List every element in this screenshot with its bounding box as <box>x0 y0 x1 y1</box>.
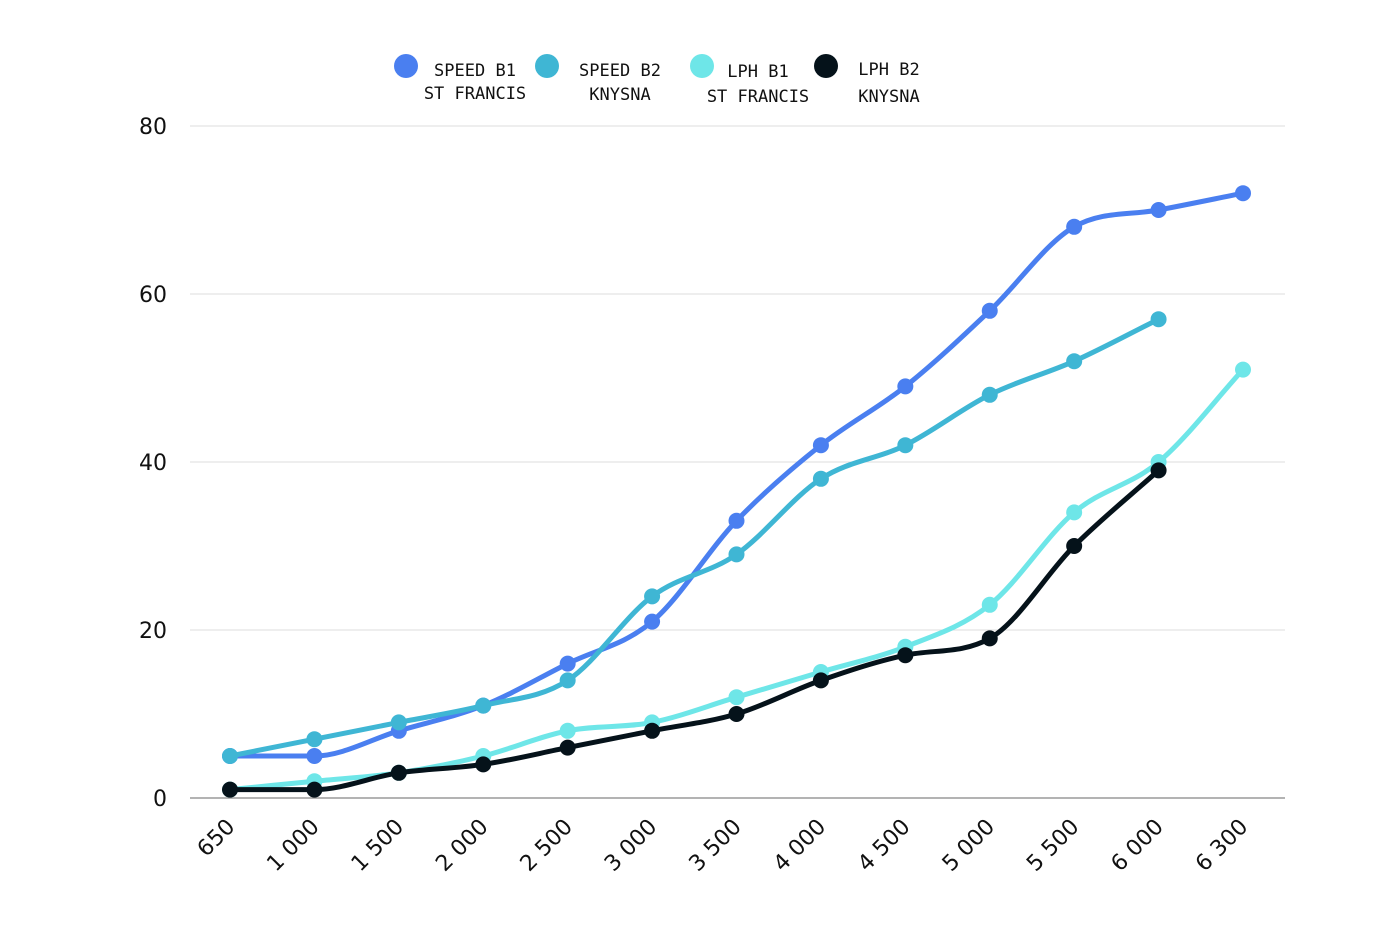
y-tick-label: 40 <box>139 451 167 476</box>
x-tick-label: 2 500 <box>516 815 578 877</box>
grid-lines <box>190 125 1285 799</box>
legend-label-line1: SPEED B2 <box>579 61 661 81</box>
legend-label-line1: LPH B2 <box>858 60 919 80</box>
legend-swatch <box>535 54 559 78</box>
legend-item: SPEED B2 KNYSNA <box>535 54 661 105</box>
data-point <box>728 546 745 563</box>
data-point <box>644 613 661 630</box>
data-point <box>897 647 914 664</box>
data-point <box>981 386 998 403</box>
data-point <box>812 470 829 487</box>
data-point <box>1150 202 1167 218</box>
y-tick-label: 20 <box>139 619 167 644</box>
data-point <box>559 739 576 756</box>
data-point <box>897 437 914 454</box>
data-point <box>306 731 323 748</box>
legend-label-line2: ST FRANCIS <box>424 84 526 104</box>
data-point <box>981 302 998 319</box>
series-4 <box>222 462 1167 798</box>
data-point <box>559 655 576 672</box>
data-point <box>390 714 407 731</box>
x-tick-label: 3 500 <box>685 815 747 877</box>
legend-label-line2: ST FRANCIS <box>707 87 809 107</box>
data-point <box>559 672 576 689</box>
data-point <box>644 588 661 605</box>
y-tick-label: 80 <box>139 115 167 140</box>
data-point <box>644 722 661 739</box>
data-point <box>1150 311 1167 328</box>
x-tick-label: 650 <box>193 815 240 862</box>
x-tick-label: 6 000 <box>1107 815 1169 877</box>
series-2 <box>222 311 1167 764</box>
data-point <box>475 697 492 714</box>
x-tick-label: 3 000 <box>600 815 662 877</box>
data-point <box>812 672 829 689</box>
x-tick-label: 5 500 <box>1022 815 1084 877</box>
data-point <box>1235 185 1251 202</box>
legend-item: LPH B2 KNYSNA <box>814 54 920 107</box>
legend: SPEED B1 ST FRANCIS SPEED B2 KNYSNA LPH B1 ST… <box>394 54 920 107</box>
data-point <box>1066 538 1083 554</box>
series-lines <box>222 185 1251 798</box>
data-point <box>222 781 238 798</box>
x-tick-label: 6 300 <box>1191 815 1253 877</box>
axes: 0 20 40 60 80 650 1 000 1 500 2 000 2 500 3 000 3 5… <box>139 115 1253 877</box>
x-tick-label: 4 000 <box>769 815 831 877</box>
data-point <box>981 596 998 613</box>
data-point <box>306 748 323 764</box>
data-point <box>981 630 998 647</box>
legend-swatch <box>690 54 714 78</box>
data-point <box>1150 462 1167 479</box>
data-point <box>390 764 407 781</box>
data-point <box>728 706 745 722</box>
x-tick-label: 2 000 <box>431 815 493 877</box>
data-point <box>1066 218 1083 235</box>
data-point <box>1066 353 1083 370</box>
legend-swatch <box>394 54 418 78</box>
y-tick-label: 60 <box>139 283 167 308</box>
legend-label-line2: KNYSNA <box>589 85 650 105</box>
series-line <box>227 316 1162 759</box>
data-point <box>1235 361 1251 378</box>
x-tick-label: 1 500 <box>347 815 409 877</box>
legend-label-line1: SPEED B1 <box>434 61 516 81</box>
data-point <box>222 748 238 764</box>
legend-label-line2: KNYSNA <box>858 87 919 107</box>
data-point <box>1066 504 1083 521</box>
data-point <box>475 756 492 773</box>
data-point <box>559 722 576 739</box>
data-point <box>728 689 745 706</box>
data-point <box>897 378 914 395</box>
legend-swatch <box>814 54 838 78</box>
legend-item: LPH B1 ST FRANCIS <box>690 54 809 107</box>
x-tick-label: 5 000 <box>938 815 1000 877</box>
legend-item: SPEED B1 ST FRANCIS <box>394 54 526 104</box>
legend-label-line1: LPH B1 <box>727 62 788 82</box>
y-tick-label: 0 <box>153 787 167 812</box>
data-point <box>306 781 323 798</box>
series-3 <box>222 361 1251 798</box>
data-point <box>812 437 829 454</box>
series-1 <box>222 185 1251 764</box>
x-tick-label: 4 500 <box>853 815 915 877</box>
data-point <box>728 512 745 529</box>
x-tick-label: 1 000 <box>262 815 324 877</box>
series-line <box>227 190 1246 759</box>
